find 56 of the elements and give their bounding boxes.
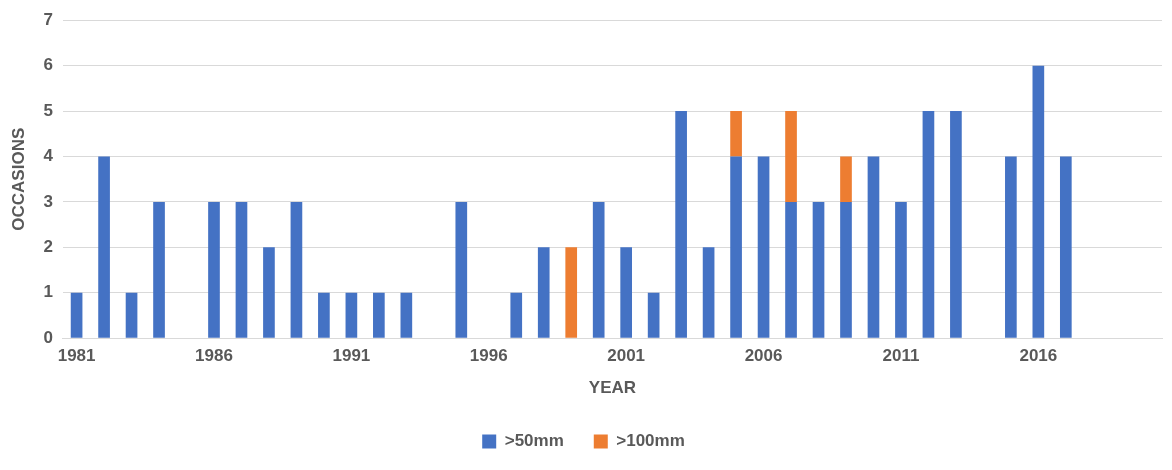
bar bbox=[867, 156, 880, 338]
bar bbox=[730, 156, 742, 338]
bar bbox=[702, 247, 715, 338]
bar bbox=[840, 201, 852, 338]
y-tick-label: 5 bbox=[43, 100, 53, 120]
bar bbox=[785, 111, 797, 202]
bar bbox=[620, 247, 633, 338]
bar bbox=[730, 111, 742, 157]
bar bbox=[1005, 156, 1017, 338]
bar bbox=[235, 201, 248, 338]
legend-label: >50mm bbox=[504, 431, 564, 451]
x-tick-label: 1986 bbox=[195, 346, 233, 366]
y-tick-label: 2 bbox=[43, 237, 53, 257]
bar bbox=[263, 247, 275, 338]
bar bbox=[675, 111, 687, 338]
bar bbox=[400, 292, 413, 338]
bar bbox=[1032, 65, 1045, 338]
bar bbox=[510, 292, 523, 338]
bar bbox=[153, 201, 165, 338]
bar bbox=[70, 292, 83, 338]
x-tick-label: 2006 bbox=[744, 346, 783, 366]
x-tick-label: 1991 bbox=[332, 346, 371, 366]
bar bbox=[647, 292, 660, 338]
legend-label: >100mm bbox=[616, 431, 685, 451]
bar bbox=[895, 201, 907, 338]
bar bbox=[592, 201, 605, 338]
y-tick-label: 7 bbox=[43, 9, 53, 29]
bar bbox=[840, 156, 852, 202]
bar bbox=[98, 156, 110, 338]
x-tick-label: 1981 bbox=[57, 346, 96, 366]
bar bbox=[345, 292, 358, 338]
bar bbox=[922, 111, 935, 338]
y-tick-label: 0 bbox=[43, 327, 53, 347]
x-tick-label: 2001 bbox=[607, 346, 646, 366]
bar bbox=[785, 201, 797, 338]
x-axis-title: YEAR bbox=[588, 378, 637, 398]
bar bbox=[373, 292, 385, 338]
bar bbox=[455, 201, 468, 338]
y-tick-label: 6 bbox=[43, 55, 53, 75]
y-tick-label: 4 bbox=[43, 146, 54, 166]
bar bbox=[1059, 156, 1072, 338]
bar bbox=[812, 201, 825, 338]
x-tick-label: 1996 bbox=[469, 346, 508, 366]
x-tick-label: 2011 bbox=[882, 346, 920, 366]
bar bbox=[290, 201, 303, 338]
bar bbox=[757, 156, 770, 338]
bar bbox=[565, 247, 578, 338]
bar bbox=[950, 111, 962, 338]
bar bbox=[318, 292, 330, 338]
x-tick-label: 2016 bbox=[1019, 346, 1058, 366]
bar bbox=[208, 201, 220, 338]
y-axis-title: OCCASIONS bbox=[8, 127, 28, 231]
y-tick-label: 1 bbox=[43, 282, 53, 302]
bar bbox=[125, 292, 138, 338]
y-tick-label: 3 bbox=[43, 191, 53, 211]
bar bbox=[537, 247, 550, 338]
